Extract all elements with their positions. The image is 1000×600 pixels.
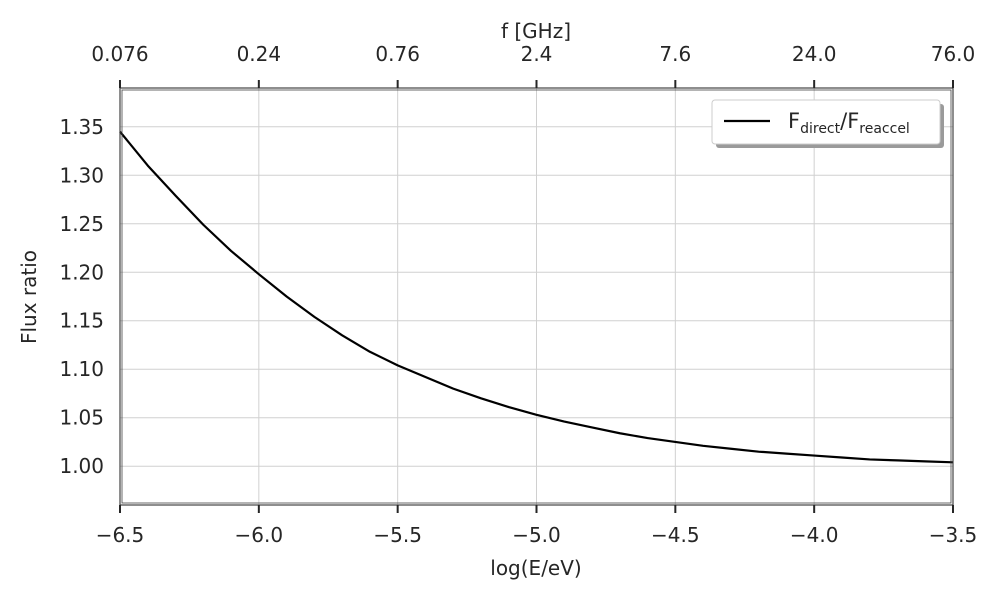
x-axis-title: log(E/eV) <box>490 556 581 580</box>
y-tick-label: 1.30 <box>59 163 104 187</box>
top-x-tick-label: 7.6 <box>659 42 691 66</box>
x-tick-label: −4.0 <box>790 523 839 547</box>
top-x-axis-title: f [GHz] <box>501 19 571 43</box>
y-tick-label: 1.25 <box>59 212 104 236</box>
top-x-tick-label: 2.4 <box>521 42 553 66</box>
top-x-tick-label: 0.76 <box>375 42 420 66</box>
x-tick-label: −6.0 <box>235 523 284 547</box>
x-tick-label: −4.5 <box>651 523 700 547</box>
bottom-x-ticks: −6.5 −6.0 −5.5 −5.0 −4.5 −4.0 −3.5 <box>96 505 978 547</box>
y-ticks: 1.00 1.05 1.10 1.15 1.20 1.25 1.30 1.35 <box>59 115 104 478</box>
y-tick-label: 1.35 <box>59 115 104 139</box>
legend: Fdirect/Freaccel <box>711 99 944 148</box>
x-tick-label: −5.0 <box>512 523 561 547</box>
series-line <box>119 130 954 464</box>
x-tick-label: −6.5 <box>96 523 145 547</box>
top-x-tick-label: 0.24 <box>237 42 282 66</box>
plot-frame-inner <box>121 89 952 504</box>
y-tick-label: 1.15 <box>59 309 104 333</box>
legend-box <box>711 99 941 145</box>
x-tick-label: −5.5 <box>373 523 422 547</box>
y-tick-label: 1.10 <box>59 357 104 381</box>
legend-label: Fdirect/Freaccel <box>788 109 910 137</box>
top-x-tick-label: 76.0 <box>931 42 976 66</box>
series-group <box>119 130 954 464</box>
top-x-tick-label: 24.0 <box>792 42 837 66</box>
y-tick-label: 1.20 <box>59 260 104 284</box>
x-tick-label: −3.5 <box>929 523 978 547</box>
grid-lines <box>120 88 953 505</box>
y-axis-title: Flux ratio <box>17 250 41 344</box>
y-tick-label: 1.05 <box>59 406 104 430</box>
y-tick-label: 1.00 <box>59 454 104 478</box>
top-x-tick-label: 0.076 <box>91 42 148 66</box>
top-x-ticks: 0.076 0.24 0.76 2.4 7.6 24.0 76.0 <box>91 42 975 88</box>
